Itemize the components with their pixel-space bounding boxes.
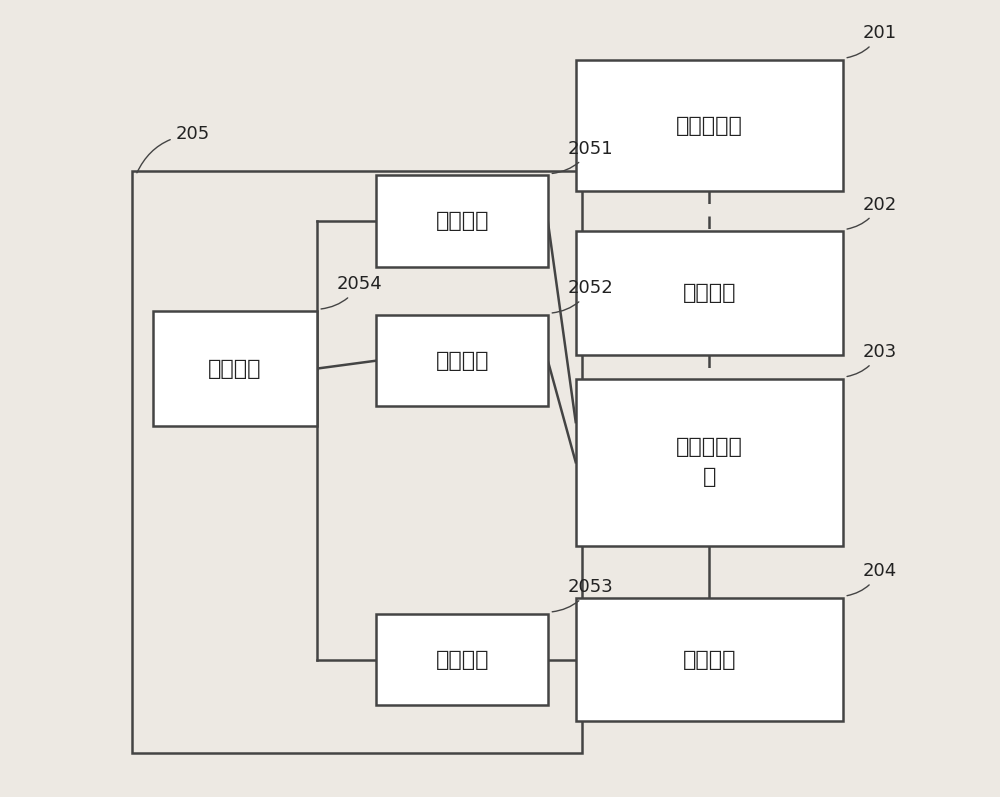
Text: 2054: 2054 bbox=[321, 275, 382, 309]
Text: 203: 203 bbox=[847, 343, 897, 376]
Bar bbox=[576, 60, 843, 191]
Text: 射频单元: 射频单元 bbox=[435, 351, 489, 371]
Bar bbox=[576, 231, 843, 355]
Text: 分裂跃迁模
块: 分裂跃迁模 块 bbox=[676, 438, 743, 487]
Text: 2053: 2053 bbox=[552, 578, 613, 612]
Bar bbox=[132, 171, 582, 753]
Bar bbox=[376, 614, 548, 705]
Bar bbox=[576, 598, 843, 721]
Text: 过滤模块: 过滤模块 bbox=[682, 283, 736, 303]
Text: 201: 201 bbox=[847, 24, 897, 57]
Bar bbox=[376, 315, 548, 406]
Text: 2051: 2051 bbox=[552, 139, 613, 174]
Text: 2052: 2052 bbox=[552, 279, 613, 313]
Text: 采样单元: 采样单元 bbox=[435, 650, 489, 669]
Text: 205: 205 bbox=[137, 125, 210, 173]
Text: 光检模块: 光检模块 bbox=[682, 650, 736, 669]
Bar bbox=[576, 379, 843, 546]
Text: 计算单元: 计算单元 bbox=[208, 359, 262, 379]
Bar bbox=[376, 175, 548, 267]
Text: 辐射光模块: 辐射光模块 bbox=[676, 116, 743, 135]
Text: 202: 202 bbox=[847, 195, 897, 229]
Text: 电流单元: 电流单元 bbox=[435, 211, 489, 231]
Bar bbox=[153, 311, 317, 426]
Text: 204: 204 bbox=[847, 562, 897, 595]
